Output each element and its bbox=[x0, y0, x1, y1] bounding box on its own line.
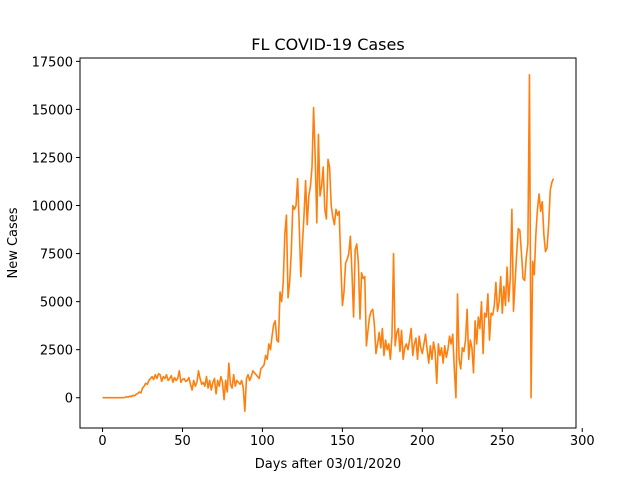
x-tick-label: 100 bbox=[250, 434, 275, 449]
x-tick-label: 0 bbox=[98, 434, 106, 449]
y-tick-label: 10000 bbox=[32, 200, 73, 215]
x-tick-label: 200 bbox=[410, 434, 435, 449]
x-tick-label: 150 bbox=[330, 434, 355, 449]
y-tick-label: 12500 bbox=[32, 151, 73, 166]
y-tick-label: 0 bbox=[65, 392, 73, 407]
x-axis-label: Days after 03/01/2020 bbox=[255, 457, 401, 472]
x-tick-label: 250 bbox=[490, 434, 515, 449]
data-line bbox=[102, 74, 555, 412]
chart-title: FL COVID-19 Cases bbox=[251, 35, 404, 54]
y-axis-label: New Cases bbox=[6, 207, 21, 278]
y-tick-label: 5000 bbox=[40, 296, 73, 311]
y-tick-label: 17500 bbox=[32, 55, 73, 70]
x-tick-label: 50 bbox=[174, 434, 191, 449]
x-tick-label: 300 bbox=[570, 434, 595, 449]
y-tick-label: 2500 bbox=[40, 344, 73, 359]
y-tick-label: 7500 bbox=[40, 248, 73, 263]
y-tick-label: 15000 bbox=[32, 103, 73, 118]
plot-frame bbox=[79, 57, 577, 429]
